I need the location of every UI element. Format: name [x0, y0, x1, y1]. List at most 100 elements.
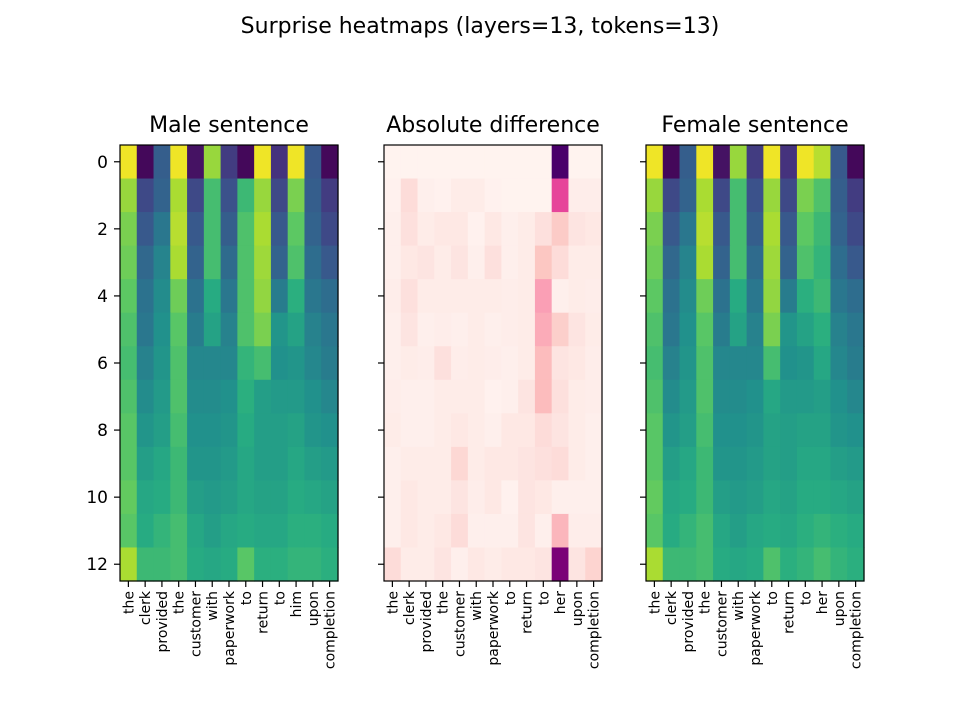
heatmap-cell	[467, 413, 486, 448]
heatmap-cell	[270, 178, 289, 213]
heatmap-cell	[120, 446, 138, 481]
heatmap-cell	[551, 513, 570, 549]
heatmap-cell	[746, 446, 764, 481]
heatmap-cell	[847, 480, 865, 515]
heatmap-cell	[780, 178, 798, 213]
heatmap-cell	[646, 413, 664, 448]
heatmap-cell	[417, 178, 435, 213]
heatmap-cell	[484, 547, 502, 582]
heatmap-cell	[203, 379, 222, 414]
heatmap-cell	[518, 480, 536, 515]
x-tick-label: customer	[188, 591, 204, 657]
heatmap-cell	[451, 346, 469, 381]
heatmap-cell	[120, 245, 138, 280]
heatmap-cell	[847, 413, 865, 448]
heatmap-cell	[270, 480, 289, 515]
heatmap-cell	[400, 513, 419, 549]
heatmap-cell	[120, 413, 138, 448]
heatmap-cell	[304, 547, 322, 582]
heatmap-cell	[321, 312, 339, 347]
heatmap-cell	[187, 245, 205, 280]
heatmap-cell	[679, 446, 697, 481]
heatmap-cell	[417, 279, 435, 314]
heatmap-cell	[384, 379, 402, 414]
heatmap-cell	[321, 547, 339, 582]
heatmap-cell	[120, 279, 138, 314]
heatmap-cell	[270, 245, 289, 280]
heatmap-cell	[254, 446, 272, 481]
heatmap-cell	[237, 513, 255, 549]
heatmap-cell	[662, 346, 681, 381]
heatmap-cell	[518, 212, 536, 247]
heatmap-cell	[153, 413, 171, 448]
heatmap-cell	[763, 547, 781, 582]
heatmap-cell	[136, 547, 155, 582]
heatmap-cell	[220, 312, 238, 347]
heatmap-cell	[120, 312, 138, 347]
heatmap-cell	[270, 312, 289, 347]
heatmap-cell	[220, 413, 238, 448]
heatmap-cell	[551, 379, 570, 414]
heatmap-cell	[763, 145, 781, 180]
heatmap-cell	[304, 513, 322, 549]
heatmap-cell	[153, 145, 171, 180]
heatmap-cell	[136, 513, 155, 549]
heatmap-cell	[796, 446, 815, 481]
heatmap-cell	[501, 513, 519, 549]
heatmap-cell	[534, 312, 553, 347]
heatmap-cell	[696, 279, 714, 314]
panel-title: Absolute difference	[386, 113, 600, 138]
heatmap-cell	[120, 480, 138, 515]
heatmap-cell	[203, 547, 222, 582]
heatmap-cell	[729, 145, 748, 180]
heatmap-cell	[830, 212, 848, 247]
heatmap-cell	[662, 513, 681, 549]
heatmap-cell	[220, 547, 238, 582]
heatmap-cell	[830, 446, 848, 481]
x-tick-label: with	[731, 591, 747, 621]
heatmap-cell	[237, 446, 255, 481]
heatmap-cell	[400, 379, 419, 414]
heatmap-cell	[270, 547, 289, 582]
heatmap-cell	[729, 547, 748, 582]
heatmap-cell	[662, 212, 681, 247]
heatmap-cell	[384, 312, 402, 347]
heatmap-cell	[796, 480, 815, 515]
heatmap-cell	[518, 279, 536, 314]
heatmap-cell	[534, 346, 553, 381]
heatmap-cell	[170, 547, 188, 582]
heatmap-cell	[713, 312, 731, 347]
heatmap-cell	[220, 346, 238, 381]
heatmap-cell	[729, 346, 748, 381]
heatmap-cell	[434, 513, 452, 549]
heatmap-cell	[304, 413, 322, 448]
heatmap-cell	[729, 178, 748, 213]
heatmap-cell	[713, 480, 731, 515]
heatmap-cell	[237, 312, 255, 347]
heatmap-cell	[501, 245, 519, 280]
heatmap-cell	[585, 413, 603, 448]
heatmap-cell	[679, 245, 697, 280]
x-tick-label: with	[205, 591, 221, 621]
heatmap-cell	[534, 446, 553, 481]
heatmap-cell	[713, 413, 731, 448]
heatmap-cell	[518, 413, 536, 448]
heatmap-cell	[384, 245, 402, 280]
heatmap-cell	[830, 279, 848, 314]
heatmap-cell	[662, 279, 681, 314]
heatmap-cell	[270, 413, 289, 448]
heatmap-cell	[153, 312, 171, 347]
heatmap-cell	[270, 346, 289, 381]
y-tick-label: 6	[97, 354, 108, 374]
heatmap-cell	[813, 312, 832, 347]
heatmap-cell	[400, 446, 419, 481]
heatmap-cell	[237, 346, 255, 381]
heatmap-cell	[304, 178, 322, 213]
heatmap-cell	[120, 513, 138, 549]
heatmap-cell	[467, 245, 486, 280]
heatmap-cell	[518, 547, 536, 582]
heatmap-cell	[237, 413, 255, 448]
heatmap-cell	[287, 480, 306, 515]
heatmap-cell	[713, 513, 731, 549]
heatmap-cell	[713, 279, 731, 314]
